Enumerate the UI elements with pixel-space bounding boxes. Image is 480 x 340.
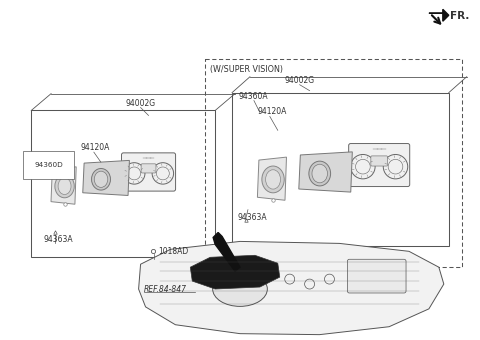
FancyBboxPatch shape <box>348 259 406 293</box>
Text: 94002G: 94002G <box>125 99 156 107</box>
FancyBboxPatch shape <box>121 153 176 191</box>
Text: 94363A: 94363A <box>237 213 267 222</box>
Ellipse shape <box>265 170 280 189</box>
Text: 94002G: 94002G <box>285 76 315 85</box>
Polygon shape <box>299 152 352 192</box>
Ellipse shape <box>262 166 284 193</box>
Ellipse shape <box>213 272 267 306</box>
Text: 1018AD: 1018AD <box>158 247 189 256</box>
Polygon shape <box>83 160 130 196</box>
Polygon shape <box>139 241 444 335</box>
Ellipse shape <box>309 161 331 186</box>
Polygon shape <box>51 167 76 204</box>
Ellipse shape <box>312 164 327 183</box>
Bar <box>31 110 215 257</box>
Polygon shape <box>213 233 240 271</box>
Ellipse shape <box>92 169 110 190</box>
Text: (W/SUPER VISION): (W/SUPER VISION) <box>210 65 283 74</box>
Text: 94360D: 94360D <box>34 162 63 168</box>
Bar <box>205 59 462 267</box>
Text: 94363A: 94363A <box>43 235 73 244</box>
FancyBboxPatch shape <box>141 164 156 173</box>
Ellipse shape <box>58 178 71 194</box>
Ellipse shape <box>55 174 74 198</box>
Polygon shape <box>429 9 449 21</box>
FancyBboxPatch shape <box>371 156 387 166</box>
Text: 94120A: 94120A <box>81 143 110 152</box>
Text: FR.: FR. <box>450 11 469 21</box>
FancyBboxPatch shape <box>348 143 410 187</box>
Ellipse shape <box>94 171 108 187</box>
Text: REF.84-847: REF.84-847 <box>144 285 187 293</box>
Polygon shape <box>257 157 287 200</box>
Text: 94120A: 94120A <box>258 107 287 116</box>
Text: 94360A: 94360A <box>238 91 268 101</box>
Bar <box>232 92 449 246</box>
Polygon shape <box>190 255 280 289</box>
